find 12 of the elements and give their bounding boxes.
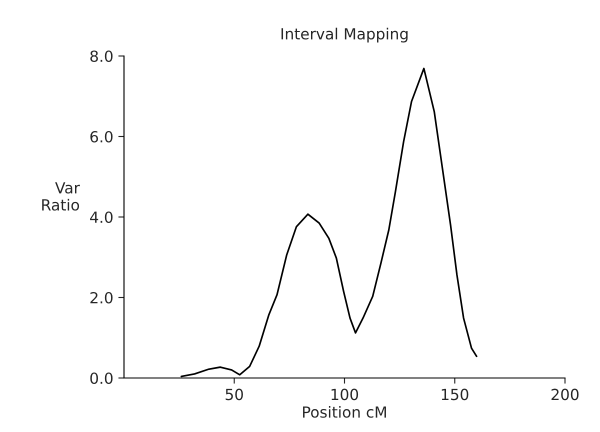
y-tick-label: 4.0: [90, 211, 113, 224]
y-tick-label: 8.0: [90, 50, 113, 62]
y-tick-label: 6.0: [90, 130, 113, 143]
chart-title: Interval Mapping: [282, 28, 408, 43]
y-axis-title: Var Ratio: [42, 182, 80, 211]
x-tick-label: 200: [552, 388, 579, 400]
x-tick-label: 100: [332, 388, 358, 400]
y-tick-label: 2.0: [90, 292, 113, 304]
y-tick-label: 0.0: [90, 372, 113, 384]
x-tick-label: 50: [226, 388, 243, 400]
x-axis-title: Position cM: [303, 406, 386, 418]
x-tick-label: 150: [442, 388, 468, 400]
